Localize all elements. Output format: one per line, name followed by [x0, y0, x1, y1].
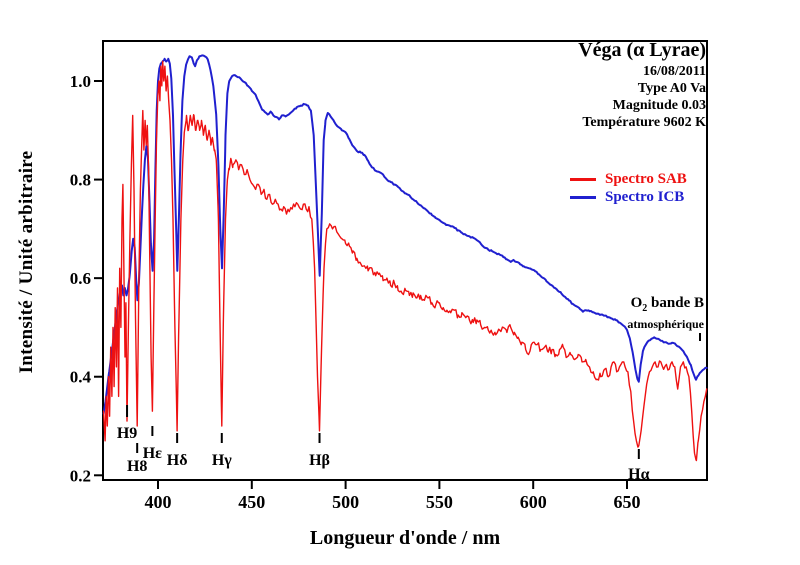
y-tick-label: 1.0 [70, 72, 91, 91]
x-axis-title: Longueur d'onde / nm [309, 527, 501, 549]
legend-label-icb: Spectro ICB [605, 188, 685, 205]
balmer-line-label: Hε [143, 445, 162, 462]
o2-band-sublabel: atmosphérique [627, 317, 704, 331]
balmer-line-label: Hα [628, 466, 649, 483]
x-tick-label: 500 [332, 492, 359, 512]
spectrum-icb-curve [102, 54, 708, 415]
x-tick-label: 600 [520, 492, 547, 512]
balmer-line-label: H9 [117, 425, 137, 442]
balmer-line-label: Hγ [212, 452, 232, 469]
o2-band-label: O2 bande B [630, 295, 704, 315]
x-tick-label: 550 [426, 492, 453, 512]
x-tick-label: 400 [145, 492, 172, 512]
temperature: Température 9602 K [582, 115, 706, 130]
legend-item-icb: Spectro ICB [570, 188, 687, 206]
y-tick-label: 0.6 [70, 269, 91, 288]
observation-date: 16/08/2011 [642, 64, 706, 79]
spectrum-sab-curve [102, 60, 708, 462]
balmer-line-label: H8 [127, 458, 147, 475]
legend: Spectro SAB Spectro ICB [570, 170, 687, 206]
y-axis-title: Intensité / Unité arbitraire [16, 150, 37, 374]
blue-line-swatch [570, 195, 596, 199]
balmer-line-label: Hδ [167, 452, 188, 469]
legend-label-sab: Spectro SAB [605, 170, 687, 187]
y-tick-label: 0.8 [70, 171, 91, 190]
chart-title: Véga (α Lyrae) [578, 39, 706, 61]
plot-border [102, 40, 708, 481]
o2-band-annotation: O2 bande B atmosphérique [627, 296, 704, 332]
x-tick-label: 650 [614, 492, 641, 512]
balmer-line-label: Hβ [309, 452, 330, 469]
red-line-swatch [570, 177, 596, 181]
y-tick-label: 0.2 [70, 466, 91, 485]
legend-item-sab: Spectro SAB [570, 170, 687, 188]
spectral-type: Type A0 Va [637, 81, 706, 96]
title-block: Véga (α Lyrae) 16/08/2011 Type A0 Va Mag… [578, 39, 706, 131]
magnitude: Magnitude 0.03 [612, 98, 706, 113]
x-tick-label: 450 [238, 492, 265, 512]
y-tick-label: 0.4 [70, 368, 92, 387]
